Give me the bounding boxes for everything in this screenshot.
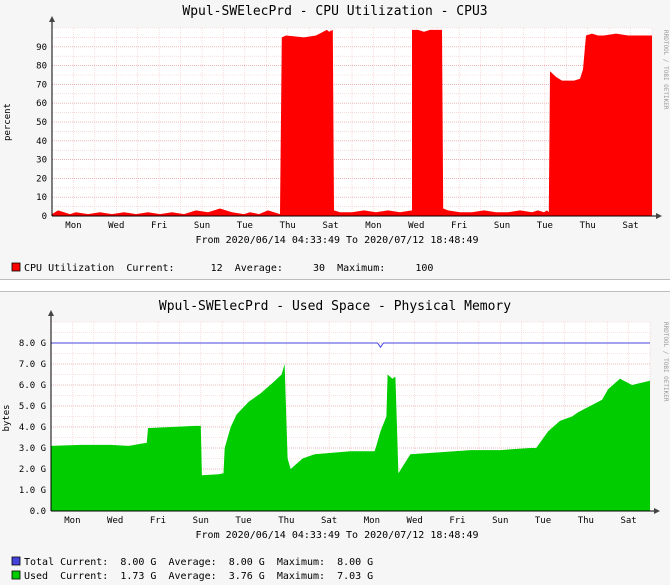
y-tick-label: 80 [36, 62, 47, 72]
x-tick-label: Sun [494, 221, 510, 231]
y-axis-label: bytes [2, 404, 12, 431]
x-tick-label: Wed [108, 221, 124, 231]
series-used-area [51, 364, 650, 511]
y-axis-arrow [48, 310, 54, 316]
chart-title: Wpul-SWElecPrd - CPU Utilization - CPU3 [182, 4, 487, 19]
x-tick-label: Mon [65, 221, 81, 231]
x-tick-label: Wed [408, 221, 424, 231]
legend: CPU Utilization Current: 12 Average: 30 … [11, 262, 433, 274]
x-tick-label: Sun [492, 516, 508, 526]
x-tick-label: Fri [449, 516, 465, 526]
y-tick-label: 30 [36, 156, 47, 166]
cpu-utilization-panel: Wpul-SWElecPrd - CPU Utilization - CPU3 … [0, 0, 670, 278]
x-tick-label: Tue [237, 221, 253, 231]
y-tick-label: 5.0 G [19, 402, 46, 412]
y-tick-label: 4.0 G [19, 423, 46, 433]
y-tick-label: 7.0 G [19, 360, 46, 370]
x-tick-label: Thu [278, 516, 294, 526]
y-tick-label: 70 [36, 80, 47, 90]
x-tick-label: Sun [193, 516, 209, 526]
y-tick-label: 90 [36, 43, 47, 53]
axes: 0 10 20 30 40 50 60 70 80 90 Mon Wed Fri Sun Tue Thu Sat… [36, 16, 662, 231]
x-tick-label: Mon [64, 516, 80, 526]
x-tick-label: Sun [194, 221, 210, 231]
y-tick-label: 10 [36, 193, 47, 203]
x-axis-arrow [654, 508, 660, 514]
y-axis-label: percent [3, 103, 13, 141]
panel-divider [0, 279, 670, 292]
physical-memory-panel: Wpul-SWElecPrd - Used Space - Physical M… [0, 292, 670, 585]
x-tick-label: Sat [620, 516, 636, 526]
legend: Total Current: 8.00 G Average: 8.00 G Ma… [11, 556, 373, 582]
x-tick-label: Tue [235, 516, 251, 526]
y-tick-label: 20 [36, 174, 47, 184]
y-tick-label: 40 [36, 137, 47, 147]
legend-entry: Total Current: 8.00 G Average: 8.00 G Ma… [24, 557, 373, 568]
x-tick-label: Fri [150, 516, 166, 526]
watermark: RRDTOOL / TOBI OETIKER [662, 30, 669, 110]
legend-entry: Used Current: 1.73 G Average: 3.76 G Max… [24, 571, 373, 582]
y-axis-arrow [49, 16, 55, 22]
legend-swatch [11, 556, 21, 566]
x-tick-label: Thu [578, 516, 594, 526]
x-tick-label: Wed [407, 516, 423, 526]
legend-swatch [11, 570, 21, 580]
axes: 0.0 1.0 G 2.0 G 3.0 G 4.0 G 5.0 G 6.0 G 7.0 G 8.… [19, 310, 660, 526]
y-tick-label: 0.0 [30, 507, 46, 517]
watermark: RRDTOOL / TOBI OETIKER [662, 322, 669, 402]
legend-entry: CPU Utilization Current: 12 Average: 30 … [24, 263, 433, 274]
x-tick-label: Tue [535, 516, 551, 526]
legend-swatch [11, 262, 21, 272]
x-tick-label: Tue [537, 221, 553, 231]
x-axis-arrow [656, 213, 662, 219]
physical-memory-chart: Wpul-SWElecPrd - Used Space - Physical M… [2, 299, 669, 582]
x-tick-label: Fri [151, 221, 167, 231]
x-tick-label: Sat [622, 221, 638, 231]
y-tick-label: 60 [36, 99, 47, 109]
date-range-label: From 2020/06/14 04:33:49 To 2020/07/12 1… [196, 530, 479, 541]
x-tick-label: Fri [451, 221, 467, 231]
x-tick-label: Wed [107, 516, 123, 526]
date-range-label: From 2020/06/14 04:33:49 To 2020/07/12 1… [196, 235, 479, 246]
cpu-utilization-chart: Wpul-SWElecPrd - CPU Utilization - CPU3 … [3, 4, 669, 274]
x-tick-label: Sat [322, 221, 338, 231]
y-tick-label: 50 [36, 118, 47, 128]
y-tick-label: 6.0 G [19, 381, 46, 391]
chart-title: Wpul-SWElecPrd - Used Space - Physical M… [159, 299, 511, 314]
x-tick-label: Thu [280, 221, 296, 231]
y-tick-label: 2.0 G [19, 465, 46, 475]
x-tick-label: Mon [365, 221, 381, 231]
y-tick-label: 3.0 G [19, 444, 46, 454]
series-layer [51, 342, 650, 511]
y-tick-label: 8.0 G [19, 339, 46, 349]
y-tick-label: 0 [42, 212, 47, 222]
x-tick-label: Thu [580, 221, 596, 231]
series-total-line [51, 342, 650, 349]
series-cpu-utilization-area [52, 29, 652, 217]
y-tick-label: 1.0 G [19, 486, 46, 496]
series-layer [52, 29, 652, 217]
x-tick-label: Sat [321, 516, 337, 526]
x-tick-label: Mon [364, 516, 380, 526]
